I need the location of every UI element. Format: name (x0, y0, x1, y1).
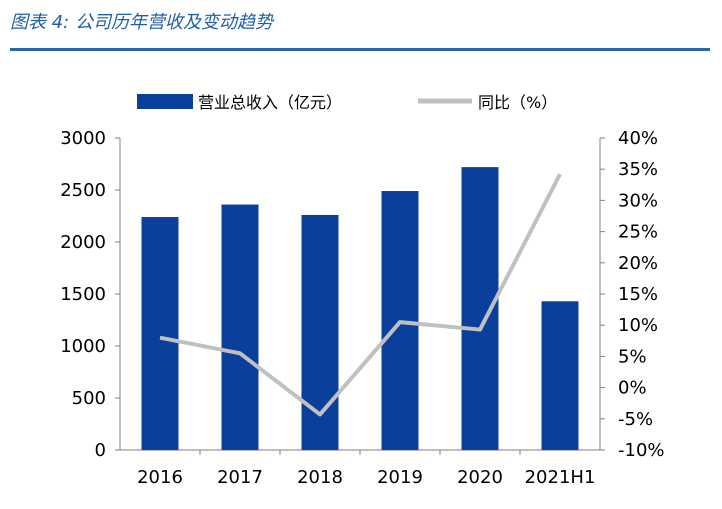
x-tick-label: 2018 (297, 467, 343, 488)
bar-series (141, 167, 579, 451)
bar (301, 214, 339, 450)
y-left-tick-label: 0 (95, 440, 106, 461)
x-tick-label: 2021H1 (525, 467, 596, 488)
y-right-tick-label: 20% (618, 253, 658, 274)
y-right-tick-label: 5% (618, 346, 647, 367)
line-series (159, 173, 562, 417)
title-rule (10, 48, 710, 51)
y-left-tick-label: 2000 (60, 232, 106, 253)
bar (141, 217, 179, 450)
y-right-tick-label: 15% (618, 284, 658, 305)
y-right-tick-label: 30% (618, 190, 658, 211)
x-tick-labels: 2016 2017 2018 2019 2020 2021H1 (137, 467, 595, 488)
bar (221, 204, 259, 450)
x-tick-label: 2016 (137, 467, 183, 488)
legend-label-yoy: 同比（%） (478, 93, 557, 112)
x-tick-label: 2020 (457, 467, 503, 488)
y-left-tick-label: 500 (72, 388, 106, 409)
y-left-tick-label: 1500 (60, 284, 106, 305)
y-left-tick-label: 2500 (60, 180, 106, 201)
y-right-tick-label: -10% (618, 440, 665, 461)
y-left-tick-label: 1000 (60, 336, 106, 357)
y-right-tick-label: 35% (618, 159, 658, 180)
bar (541, 301, 579, 450)
y-left-tick-label: 3000 (60, 128, 106, 149)
y-right-tick-label: 0% (618, 378, 647, 399)
x-tick-label: 2017 (217, 467, 263, 488)
y-right-tick-label: -5% (618, 409, 653, 430)
figure-title: 图表 4: 公司历年营收及变动趋势 (10, 12, 273, 33)
x-tick-label: 2019 (377, 467, 423, 488)
chart-axes: 0 500 1000 1500 2000 2500 3000 -10% -5% 0% 5% 10% 15… (60, 128, 664, 461)
legend-label-revenue: 营业总收入（亿元） (198, 93, 342, 112)
y-right-tick-label: 10% (618, 315, 658, 336)
legend-swatch-bar (137, 94, 193, 109)
chart-legend: 营业总收入（亿元） 同比（%） (137, 93, 557, 112)
yoy-line (159, 173, 562, 417)
y-right-tick-label: 25% (618, 222, 658, 243)
y-right-tick-label: 40% (618, 128, 658, 149)
